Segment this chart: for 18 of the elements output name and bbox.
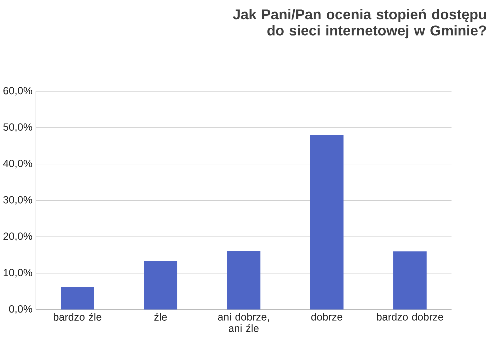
y-tick-label: 50,0% [4, 123, 32, 132]
x-tick-label: źle [154, 312, 168, 321]
x-tick-label: dobrze [312, 312, 343, 321]
x-tick-label: bardzo dobrze [377, 312, 444, 321]
bar [227, 251, 261, 310]
y-tick-label: 20,0% [4, 232, 32, 242]
y-tick-label: 30,0% [4, 196, 32, 205]
bar [394, 251, 427, 310]
y-tick-label: 60,0% [4, 87, 32, 96]
chart-title: Jak Pani/Pan ocenia stopień dostępu do sieci internetowej w Gminie? [233, 8, 486, 38]
bar [61, 287, 94, 310]
bar [144, 260, 178, 310]
x-tick-label: bardzo źle [54, 312, 102, 321]
x-tick-label: ani dobrze, ani źle [218, 312, 270, 332]
y-tick-label: 10,0% [4, 268, 32, 278]
y-tick-label: 40,0% [3, 160, 32, 168]
y-tick-label: 0,0% [9, 305, 32, 314]
bar [310, 134, 344, 310]
